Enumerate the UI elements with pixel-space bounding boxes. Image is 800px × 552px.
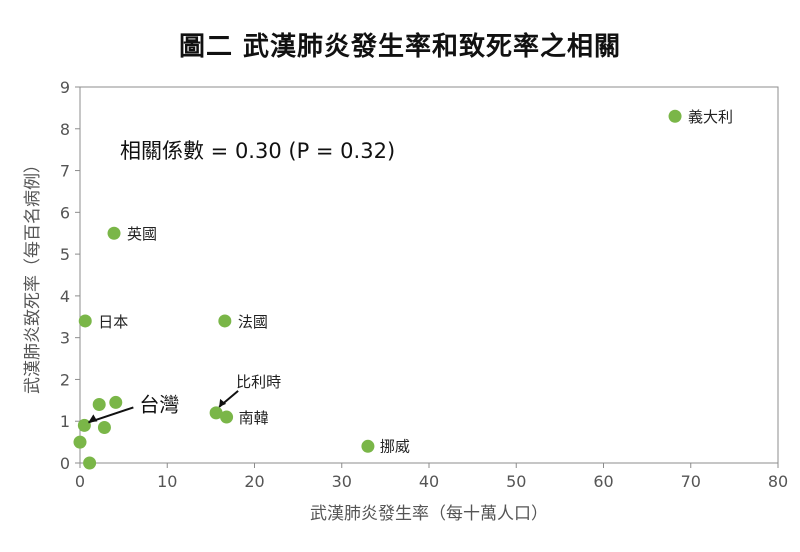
- point-label: 法國: [238, 313, 268, 331]
- x-tick-label: 20: [244, 472, 264, 491]
- y-tick-label: 6: [60, 203, 70, 222]
- data-point: [78, 314, 92, 328]
- y-tick-label: 5: [60, 245, 70, 264]
- taiwan-arrowhead: [88, 414, 98, 423]
- y-tick-label: 4: [60, 287, 70, 306]
- y-tick-label: 1: [60, 412, 70, 431]
- x-tick-label: 0: [75, 472, 85, 491]
- x-tick-label: 10: [157, 472, 177, 491]
- point-label: 日本: [98, 313, 128, 331]
- data-point: [77, 418, 91, 432]
- data-point: [361, 439, 375, 453]
- data-point: [92, 398, 106, 412]
- y-axis-label: 武漢肺炎致死率（每百名病例）: [23, 156, 43, 394]
- data-point: [218, 314, 232, 328]
- x-axis-label: 武漢肺炎發生率（每十萬人口）: [310, 504, 548, 524]
- data-point: [220, 410, 234, 424]
- y-tick-label: 2: [60, 370, 70, 389]
- x-tick-label: 30: [332, 472, 352, 491]
- y-tick-label: 7: [60, 162, 70, 181]
- belgium-arrowhead: [219, 398, 227, 407]
- x-tick-label: 60: [593, 472, 613, 491]
- y-tick-label: 9: [60, 78, 70, 97]
- data-point: [73, 435, 87, 449]
- data-point: [83, 456, 97, 470]
- y-tick-label: 0: [60, 454, 70, 473]
- point-label: 挪威: [380, 437, 410, 455]
- y-tick-label: 3: [60, 329, 70, 348]
- x-tick-label: 70: [681, 472, 701, 491]
- y-tick-label: 8: [60, 120, 70, 139]
- data-point: [209, 406, 223, 420]
- point-label: 台灣: [139, 392, 179, 416]
- data-point: [109, 395, 123, 409]
- point-label: 比利時: [236, 373, 281, 391]
- correlation-annotation: 相關係數 = 0.30 (P = 0.32): [120, 139, 395, 163]
- data-point: [107, 226, 121, 240]
- point-label: 英國: [127, 225, 157, 243]
- x-tick-label: 80: [768, 472, 788, 491]
- data-point: [97, 420, 111, 434]
- point-label: 南韓: [239, 409, 269, 427]
- x-tick-label: 50: [506, 472, 526, 491]
- chart-title: 圖二 武漢肺炎發生率和致死率之相關: [178, 32, 622, 62]
- x-tick-label: 40: [419, 472, 439, 491]
- point-label: 義大利: [688, 108, 733, 126]
- data-point: [668, 109, 682, 123]
